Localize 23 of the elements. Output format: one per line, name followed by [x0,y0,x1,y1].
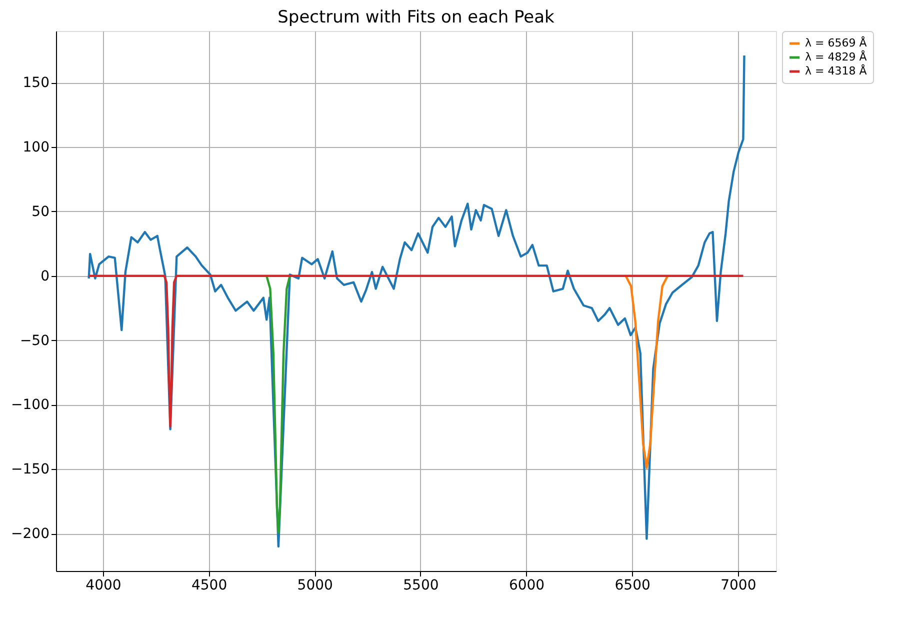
x-tick-label: 6000 [508,578,545,594]
y-tick-label: −50 [20,332,50,349]
y-tick-label: 0 [40,268,50,284]
x-tick-label: 5000 [297,578,333,594]
legend-label: λ = 4829 Å [805,50,868,64]
line-series [624,274,669,469]
x-tick-label: 5500 [403,578,439,594]
y-tick-label: −150 [11,462,50,478]
x-tick-label: 4500 [191,578,228,594]
x-tick-label: 6500 [614,578,650,594]
line-series [88,54,746,548]
y-tick-label: 100 [22,139,50,156]
legend-label: λ = 6569 Å [805,36,868,50]
line-series [265,274,291,534]
chart-title: Spectrum with Fits on each Peak [278,8,555,28]
y-tick-label: −100 [11,397,50,414]
x-tick-label: 4000 [86,578,122,594]
y-tick-label: 150 [22,75,50,92]
y-tick-label: 50 [32,204,50,220]
line-series [88,274,744,428]
legend-label: λ = 4318 Å [805,64,868,78]
x-tick-label: 7000 [720,578,756,594]
y-tick-label: −200 [11,526,50,542]
